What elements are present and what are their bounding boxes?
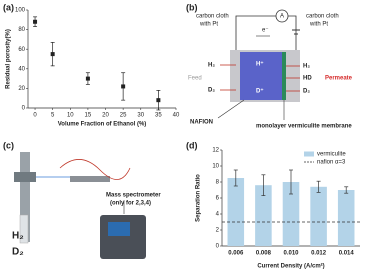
diagram-label: carbon cloth xyxy=(196,14,229,20)
bar xyxy=(255,185,272,246)
point xyxy=(121,84,126,89)
y-tick-label: 8 xyxy=(216,180,220,186)
panel-label: (d) xyxy=(186,140,198,150)
legend-swatch xyxy=(304,151,314,157)
x-tick-label: 25 xyxy=(120,113,127,119)
y-tick-label: 0 xyxy=(22,106,26,112)
diagram-label: D₂ xyxy=(12,247,24,258)
bar xyxy=(227,178,245,246)
diagram-label: with Pt xyxy=(309,22,328,28)
y-tick-label: 6 xyxy=(216,196,220,202)
y-tick-label: 60 xyxy=(18,47,25,53)
diagram-label: carbon cloth xyxy=(306,14,339,20)
diagram-label: NAFION xyxy=(190,120,213,126)
diagram-label: Mass spectrometer xyxy=(106,193,161,199)
x-tick-label: 0.006 xyxy=(228,251,244,257)
y-tick-label: 20 xyxy=(18,86,25,92)
diagram-label: (only for 2,3,4) xyxy=(110,201,151,207)
diagram-label: e⁻ xyxy=(262,28,269,34)
diagram-label: D₂ xyxy=(208,88,215,94)
diagram-label: A xyxy=(280,14,284,20)
point xyxy=(156,98,161,103)
x-axis-label: Volume Fraction of Ethanol (%) xyxy=(58,122,147,128)
diagram-label: Feed xyxy=(188,76,202,82)
diagram-label: HD xyxy=(303,76,312,82)
cell-diagram xyxy=(217,9,300,120)
setup-diagram xyxy=(14,152,146,259)
panel-label: (a) xyxy=(3,2,14,12)
x-tick-label: 0.008 xyxy=(256,251,272,257)
bar xyxy=(337,190,355,246)
y-tick-label: 10 xyxy=(212,164,219,170)
panel-label: (c) xyxy=(3,140,14,150)
diagram-label: D₂ xyxy=(303,89,310,95)
y-axis-label: Residual porosity(%) xyxy=(6,29,12,89)
legend-label: nafion α=3 xyxy=(317,160,346,166)
x-tick-label: 0.010 xyxy=(283,251,299,257)
y-tick-label: 12 xyxy=(212,148,219,154)
y-tick-label: 0 xyxy=(216,244,220,250)
point xyxy=(85,76,90,81)
diagram-label: H₂ xyxy=(12,231,24,242)
legend-label: vermiculite xyxy=(317,152,346,158)
bar xyxy=(282,182,300,246)
y-tick-label: 100 xyxy=(15,8,26,14)
y-tick-label: 80 xyxy=(18,27,25,33)
x-tick-label: 35 xyxy=(155,113,162,119)
bar xyxy=(310,186,327,246)
x-tick-label: 40 xyxy=(173,113,180,119)
x-tick-label: 0 xyxy=(33,113,37,119)
diagram-label: D⁺ xyxy=(256,88,264,95)
diagram-label: H₂ xyxy=(303,64,310,70)
x-tick-label: 15 xyxy=(85,113,92,119)
x-tick-label: 30 xyxy=(137,113,144,119)
x-tick-label: 0.012 xyxy=(311,251,327,257)
x-tick-label: 0.014 xyxy=(339,251,355,257)
x-tick-label: 10 xyxy=(67,113,74,119)
x-tick-label: 20 xyxy=(102,113,109,119)
x-axis-label: Current Density (A/cm²) xyxy=(257,263,324,270)
x-tick-label: 5 xyxy=(51,113,55,119)
y-tick-label: 4 xyxy=(216,212,220,218)
diagram-label: H⁺ xyxy=(256,61,264,68)
panel-label: (b) xyxy=(186,2,198,12)
point xyxy=(33,19,38,24)
diagram-label: H₂ xyxy=(208,63,215,69)
y-axis-label: Separation Ratio xyxy=(196,174,202,222)
y-tick-label: 40 xyxy=(18,66,25,72)
diagram-label: with Pt xyxy=(199,22,218,28)
diagram-label: Permeate xyxy=(325,76,353,82)
diagram-label: monolayer vermiculite membrane xyxy=(256,124,352,130)
point xyxy=(50,52,55,57)
y-tick-label: 2 xyxy=(216,228,220,234)
